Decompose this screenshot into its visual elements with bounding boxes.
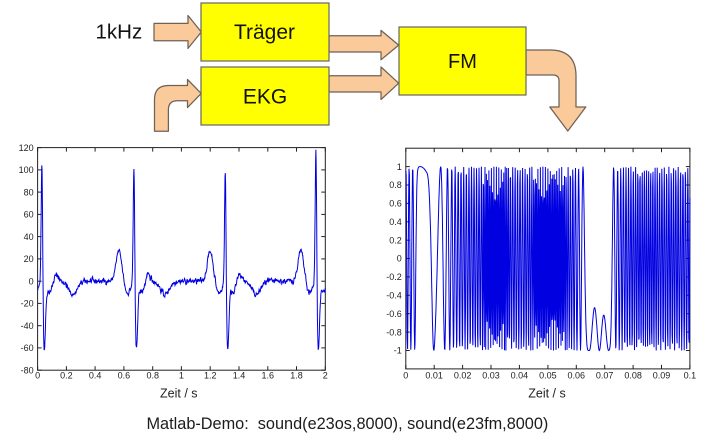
svg-text:0.08: 0.08 xyxy=(624,371,642,381)
svg-text:100: 100 xyxy=(19,165,34,175)
svg-text:-0.6: -0.6 xyxy=(386,309,402,319)
svg-text:0: 0 xyxy=(35,371,40,381)
svg-text:1.8: 1.8 xyxy=(290,371,303,381)
svg-text:FM: FM xyxy=(448,51,477,73)
svg-text:0.8: 0.8 xyxy=(146,371,159,381)
svg-text:0.6: 0.6 xyxy=(118,371,131,381)
svg-text:2: 2 xyxy=(323,371,328,381)
svg-text:0.03: 0.03 xyxy=(482,371,500,381)
svg-text:1kHz: 1kHz xyxy=(96,20,143,43)
svg-text:0.8: 0.8 xyxy=(389,180,402,190)
svg-text:Zeit / s: Zeit / s xyxy=(160,386,198,400)
svg-text:1.4: 1.4 xyxy=(233,371,246,381)
svg-text:1.2: 1.2 xyxy=(204,371,217,381)
svg-text:1: 1 xyxy=(397,162,402,172)
svg-text:-0.2: -0.2 xyxy=(386,272,402,282)
svg-text:0.06: 0.06 xyxy=(568,371,586,381)
svg-text:0.05: 0.05 xyxy=(539,371,557,381)
svg-text:0.2: 0.2 xyxy=(60,371,73,381)
svg-text:0: 0 xyxy=(29,276,34,286)
svg-text:Matlab-Demo: sound(e23os,8000: Matlab-Demo: sound(e23os,8000), sound(e2… xyxy=(147,415,549,433)
svg-text:-1: -1 xyxy=(394,346,402,356)
svg-text:0.09: 0.09 xyxy=(653,371,671,381)
svg-text:0.4: 0.4 xyxy=(389,217,402,227)
svg-text:20: 20 xyxy=(24,254,34,264)
svg-text:0.6: 0.6 xyxy=(389,199,402,209)
svg-text:0.07: 0.07 xyxy=(596,371,614,381)
svg-text:1: 1 xyxy=(179,371,184,381)
svg-text:-0.4: -0.4 xyxy=(386,291,402,301)
svg-text:60: 60 xyxy=(24,210,34,220)
svg-text:0: 0 xyxy=(403,371,408,381)
svg-text:0.04: 0.04 xyxy=(511,371,529,381)
svg-text:Zeit / s: Zeit / s xyxy=(528,386,566,400)
svg-text:120: 120 xyxy=(19,143,34,153)
svg-text:0.2: 0.2 xyxy=(389,235,402,245)
svg-text:1.6: 1.6 xyxy=(262,371,275,381)
svg-text:-80: -80 xyxy=(21,365,34,375)
svg-text:-0.8: -0.8 xyxy=(386,327,402,337)
svg-text:-20: -20 xyxy=(21,299,34,309)
svg-text:-60: -60 xyxy=(21,343,34,353)
svg-text:0.01: 0.01 xyxy=(425,371,443,381)
svg-text:0.4: 0.4 xyxy=(89,371,102,381)
svg-text:40: 40 xyxy=(24,232,34,242)
svg-text:-40: -40 xyxy=(21,321,34,331)
svg-text:0.1: 0.1 xyxy=(684,371,697,381)
svg-text:0.02: 0.02 xyxy=(454,371,472,381)
svg-text:EKG: EKG xyxy=(243,86,287,109)
svg-text:80: 80 xyxy=(24,187,34,197)
svg-text:0: 0 xyxy=(397,254,402,264)
svg-text:Träger: Träger xyxy=(234,21,295,44)
